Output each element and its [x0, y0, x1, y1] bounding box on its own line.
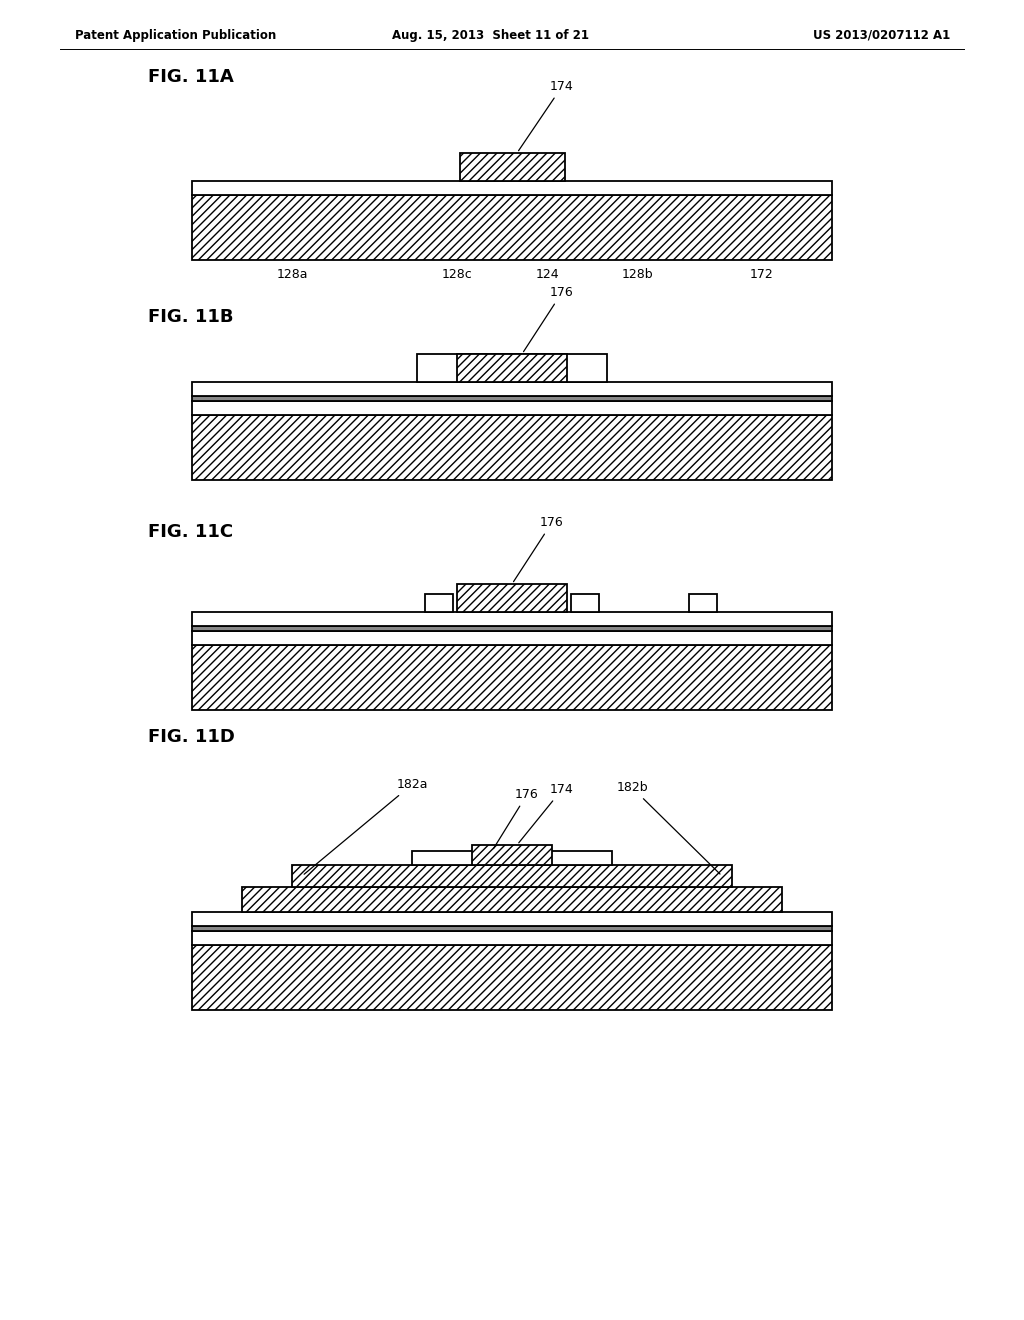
Bar	[193, 626, 831, 631]
Bar	[193, 945, 831, 1010]
Text: 182b: 182b	[616, 781, 720, 874]
Bar	[193, 631, 831, 645]
Text: FIG. 11B: FIG. 11B	[148, 308, 233, 326]
Bar	[689, 594, 717, 612]
Bar	[417, 354, 607, 381]
Text: 182a: 182a	[304, 777, 428, 874]
Text: 172: 172	[751, 268, 774, 281]
Bar	[457, 354, 567, 381]
Bar	[412, 851, 612, 865]
Bar	[292, 865, 732, 887]
Bar	[242, 887, 782, 912]
Bar	[193, 927, 831, 931]
Bar	[193, 396, 831, 401]
Bar	[193, 645, 831, 710]
Text: 128b: 128b	[622, 268, 653, 281]
Bar	[193, 931, 831, 945]
Bar	[193, 195, 831, 260]
Bar	[193, 381, 831, 396]
Bar	[193, 401, 831, 414]
Bar	[457, 583, 567, 612]
Text: 128c: 128c	[441, 268, 472, 281]
Bar	[472, 845, 552, 865]
Text: US 2013/0207112 A1: US 2013/0207112 A1	[813, 29, 950, 41]
Text: Patent Application Publication: Patent Application Publication	[75, 29, 276, 41]
Text: 176: 176	[523, 286, 573, 351]
Bar	[193, 612, 831, 626]
Bar	[193, 414, 831, 480]
Bar	[571, 594, 599, 612]
Text: 174: 174	[519, 783, 573, 843]
Text: FIG. 11A: FIG. 11A	[148, 69, 233, 86]
Text: FIG. 11C: FIG. 11C	[148, 523, 233, 541]
Text: 174: 174	[518, 81, 573, 150]
Text: 128a: 128a	[276, 268, 308, 281]
Bar	[425, 594, 453, 612]
Text: 176: 176	[494, 788, 539, 849]
Text: FIG. 11D: FIG. 11D	[148, 729, 234, 746]
Text: 124: 124	[536, 268, 559, 281]
Bar	[193, 181, 831, 195]
Text: Aug. 15, 2013  Sheet 11 of 21: Aug. 15, 2013 Sheet 11 of 21	[391, 29, 589, 41]
Bar	[193, 912, 831, 927]
Bar	[460, 153, 565, 181]
Text: 176: 176	[513, 516, 564, 582]
